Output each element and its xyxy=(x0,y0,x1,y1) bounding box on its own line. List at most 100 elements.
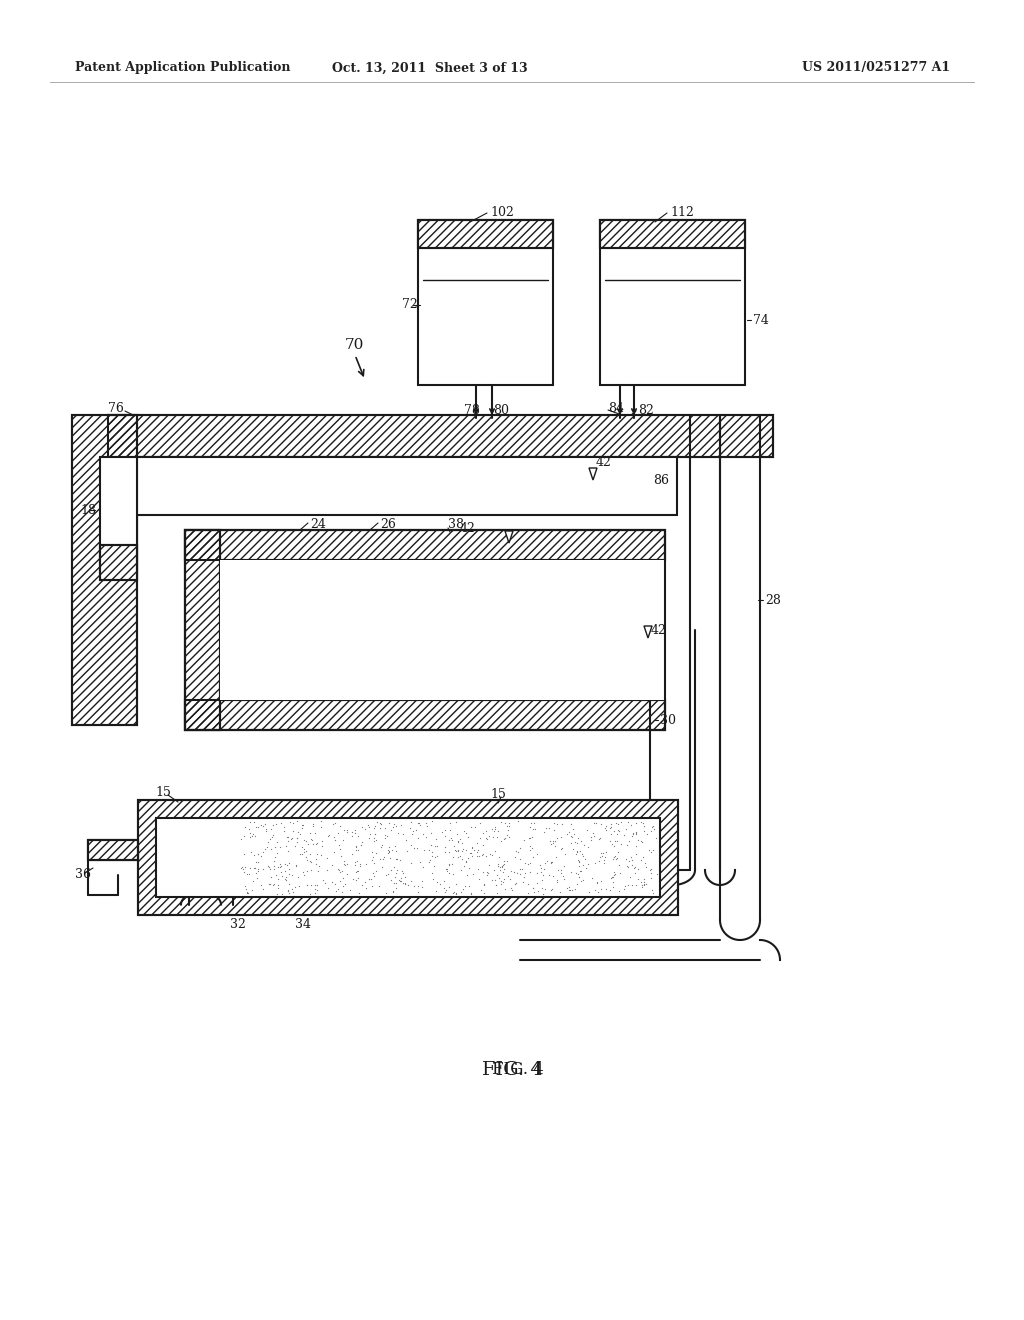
Point xyxy=(284,865,300,886)
Point xyxy=(546,813,562,834)
Bar xyxy=(108,414,773,457)
Point xyxy=(265,824,282,845)
Point xyxy=(266,850,283,871)
Point xyxy=(549,814,565,836)
Point xyxy=(311,855,328,876)
Point xyxy=(392,870,409,891)
Point xyxy=(645,816,662,837)
Point xyxy=(402,870,419,891)
Point xyxy=(335,875,351,896)
Point xyxy=(529,873,546,894)
Point xyxy=(628,824,644,845)
Point xyxy=(349,861,366,882)
Point xyxy=(529,880,546,902)
Point xyxy=(516,829,532,850)
Point xyxy=(630,829,646,850)
Text: 72: 72 xyxy=(402,298,418,312)
Point xyxy=(532,861,549,882)
Point xyxy=(321,824,337,845)
Text: 80: 80 xyxy=(493,404,509,417)
Point xyxy=(381,841,397,862)
Point xyxy=(444,846,461,867)
Point xyxy=(438,858,455,879)
Point xyxy=(628,874,644,895)
Point xyxy=(479,861,496,882)
Point xyxy=(353,817,370,838)
Text: 42: 42 xyxy=(651,623,667,636)
Point xyxy=(488,875,505,896)
Point xyxy=(593,813,609,834)
Point xyxy=(309,832,326,853)
Point xyxy=(630,869,646,890)
Point xyxy=(415,824,431,845)
Point xyxy=(334,882,350,903)
Point xyxy=(620,855,636,876)
Point xyxy=(550,859,566,880)
Point xyxy=(454,849,470,870)
Point xyxy=(294,817,310,838)
Point xyxy=(553,863,569,884)
Point xyxy=(250,858,266,879)
Point xyxy=(577,834,593,855)
Point xyxy=(298,846,314,867)
Point xyxy=(256,813,272,834)
Text: 26: 26 xyxy=(380,519,396,532)
Point xyxy=(299,874,315,895)
Point xyxy=(546,830,562,851)
Point xyxy=(292,843,308,865)
Point xyxy=(490,846,507,867)
Point xyxy=(521,828,538,849)
Point xyxy=(273,861,290,882)
Point xyxy=(275,817,292,838)
Point xyxy=(494,870,510,891)
Point xyxy=(471,813,487,834)
Point xyxy=(568,862,585,883)
Point xyxy=(606,861,623,882)
Text: 22: 22 xyxy=(108,552,124,565)
Point xyxy=(252,874,268,895)
Point xyxy=(478,865,495,886)
Point xyxy=(612,812,629,833)
Point xyxy=(546,820,562,841)
Point xyxy=(332,838,348,859)
Point xyxy=(276,869,293,890)
Point xyxy=(579,820,595,841)
Point xyxy=(336,820,352,841)
Point xyxy=(454,841,470,862)
Point xyxy=(421,840,437,861)
Point xyxy=(503,878,519,899)
Bar xyxy=(137,457,677,515)
Point xyxy=(581,854,597,875)
Point xyxy=(525,876,542,898)
Point xyxy=(395,863,412,884)
Point xyxy=(572,861,589,882)
Point xyxy=(280,841,296,862)
Point xyxy=(525,846,542,867)
Point xyxy=(456,855,472,876)
Point xyxy=(250,817,266,838)
Point xyxy=(296,841,312,862)
Point xyxy=(453,882,469,903)
Point xyxy=(604,866,621,887)
Text: 36: 36 xyxy=(75,869,91,882)
Point xyxy=(593,878,609,899)
Point xyxy=(455,838,471,859)
Point xyxy=(522,840,539,861)
Point xyxy=(583,826,599,847)
Point xyxy=(236,825,252,846)
Point xyxy=(347,854,364,875)
Point xyxy=(388,849,404,870)
Point xyxy=(362,824,379,845)
Point xyxy=(246,812,262,833)
Point xyxy=(602,880,618,902)
Point xyxy=(602,830,618,851)
Point xyxy=(457,875,473,896)
Point xyxy=(571,855,588,876)
Point xyxy=(580,837,596,858)
Point xyxy=(586,813,602,834)
Point xyxy=(262,828,279,849)
Point xyxy=(468,832,484,853)
Point xyxy=(563,813,580,834)
Point xyxy=(397,874,414,895)
Point xyxy=(556,869,572,890)
